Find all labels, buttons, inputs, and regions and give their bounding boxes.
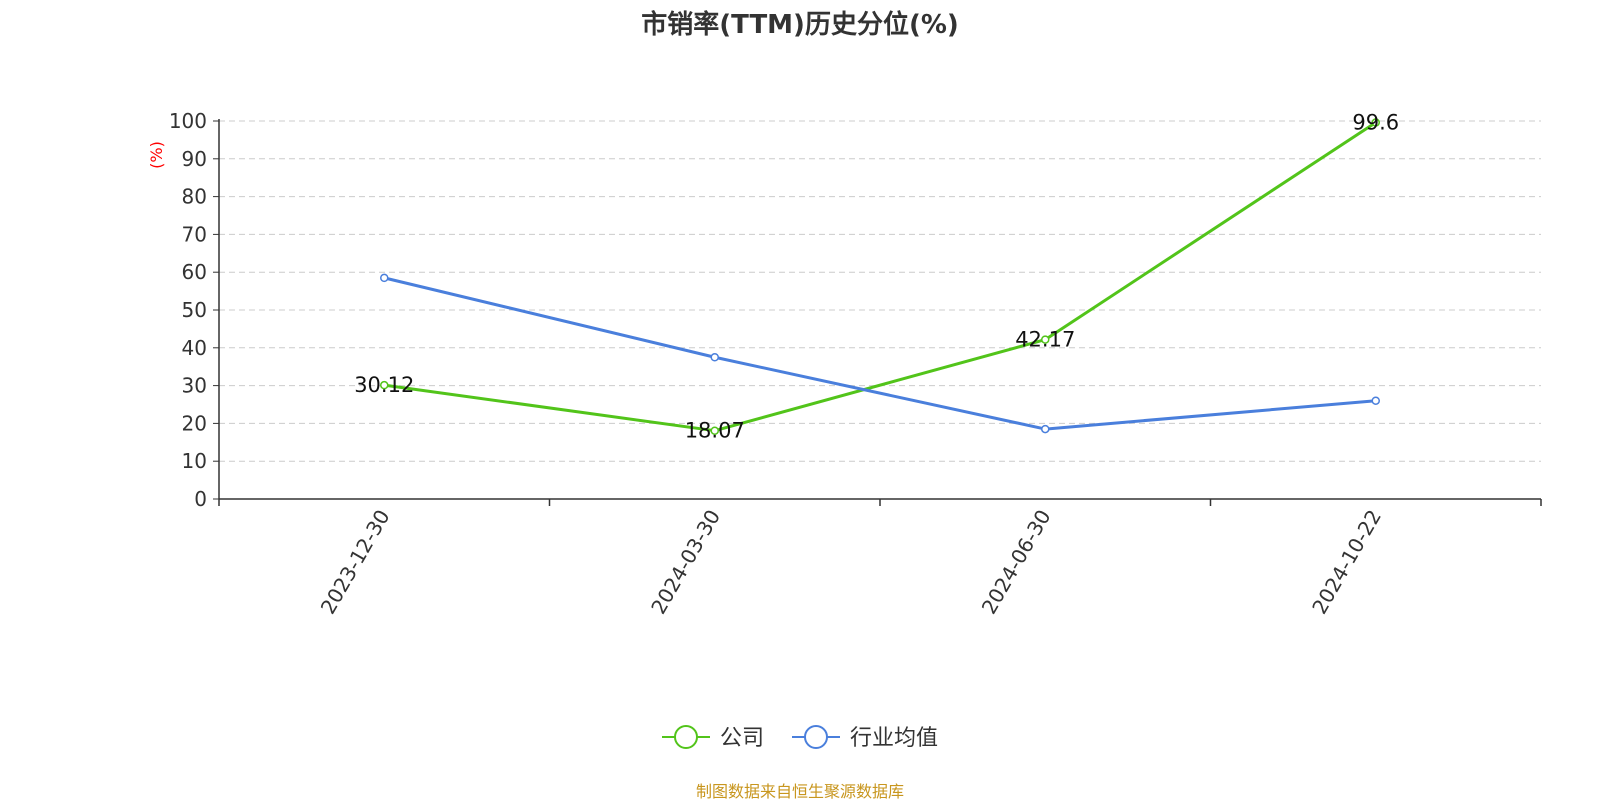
data-labels: 30.12 18.07 42.17 99.6	[354, 111, 1399, 443]
axes: 0 10 20 30 40 50 60 70 80 90 100(%) 2023-12-30 2024-…	[147, 109, 1542, 619]
data-point	[1371, 396, 1380, 405]
grid-lines	[219, 120, 1541, 462]
y-tick-label: 100	[169, 109, 207, 133]
data-point	[1041, 335, 1050, 344]
chart-title: 市销率(TTM)历史分位(%)	[641, 10, 959, 40]
series-lines	[380, 118, 1380, 435]
series-line-0	[384, 121, 1377, 433]
data-label: 18.07	[685, 419, 745, 443]
data-label: 42.17	[1015, 328, 1075, 352]
series-line-1	[383, 276, 1376, 431]
x-tick-label: 2023-12-30	[316, 506, 395, 619]
y-tick-label: 0	[194, 487, 207, 511]
legend-marker-1	[804, 725, 828, 749]
x-tick-label: 2024-10-22	[1307, 506, 1386, 619]
y-tick-label: 40	[182, 336, 207, 360]
y-tick-label: 10	[182, 449, 207, 473]
data-label: 30.12	[354, 373, 414, 397]
data-point	[710, 426, 719, 435]
y-tick-label: 90	[182, 147, 207, 171]
x-tick-label: 2024-06-30	[977, 506, 1056, 619]
y-tick-label: 50	[182, 298, 207, 322]
y-tick-label: 60	[182, 260, 207, 284]
y-tick-label: 70	[182, 222, 207, 246]
legend-marker-0	[674, 725, 698, 749]
data-point	[1041, 424, 1050, 434]
legend-label-1: 行业均值	[850, 726, 938, 751]
y-axis-label: (%)	[147, 141, 166, 169]
data-point	[380, 273, 389, 283]
y-tick-label: 80	[182, 185, 207, 209]
data-point	[1371, 118, 1380, 127]
data-label: 99.6	[1352, 111, 1399, 135]
legend: 公司 行业均值	[662, 725, 938, 751]
y-tick-label: 20	[182, 411, 207, 435]
legend-label-0: 公司	[720, 726, 764, 751]
x-tick-label: 2024-03-30	[646, 506, 725, 619]
data-point	[380, 380, 389, 390]
data-point	[710, 353, 719, 362]
y-tick-label: 30	[182, 374, 207, 398]
source-note: 制图数据来自恒生聚源数据库	[695, 782, 904, 801]
